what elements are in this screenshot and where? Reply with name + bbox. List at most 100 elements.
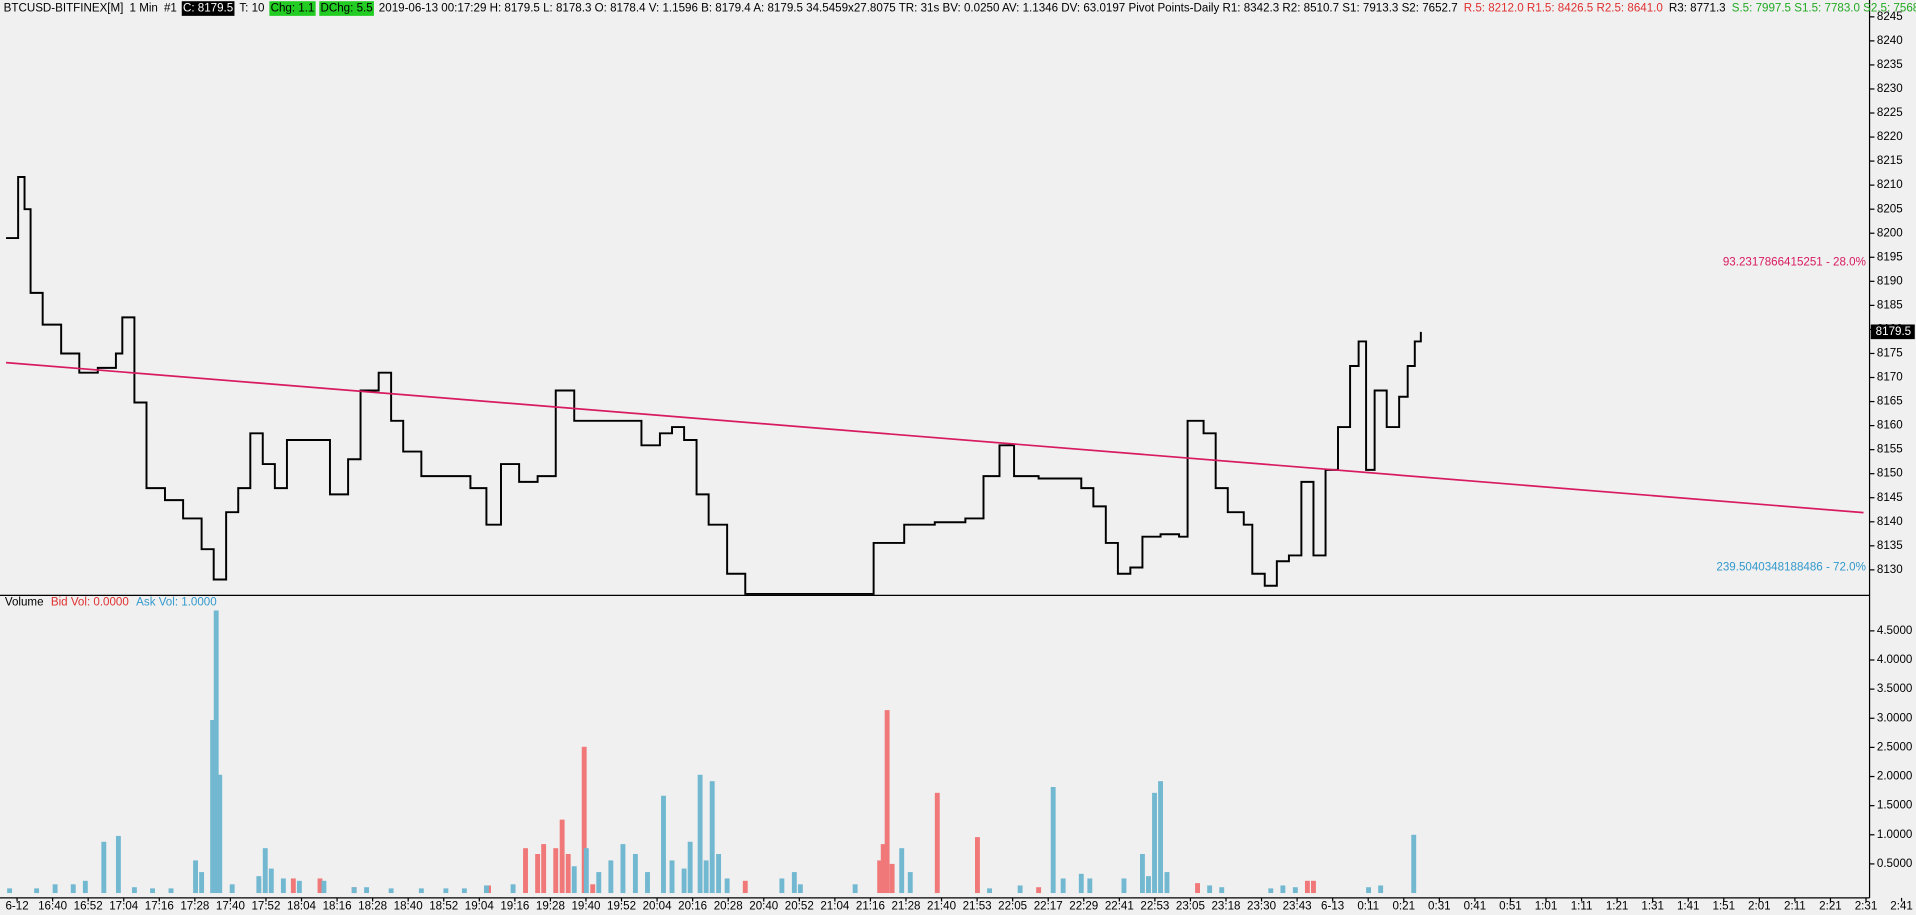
volume-bar [280,878,286,894]
volume-bar [321,880,327,894]
x-tick-label: 0:41 [1464,901,1487,913]
volume-bar [716,854,722,894]
volume-bar [797,884,803,894]
volume-bar [364,887,370,894]
volume-bar [581,746,587,894]
header-item: #1 [164,3,177,15]
header-item: S.5: 7997.5 S1.5: 7783.0 S2.5: 7568.5 [1732,3,1916,15]
header-item: R.5: 8212.0 R1.5: 8426.5 R2.5: 8641.0 [1464,3,1663,15]
volume-bar [687,841,693,894]
volume-bar [1121,878,1127,894]
volume-bar [52,884,58,894]
volume-bar [388,888,394,894]
volume-bar [681,868,687,894]
volume-bar [1304,880,1310,894]
volume-bar [742,880,748,894]
x-tick-label: 20:04 [643,901,673,913]
volume-bar [1292,887,1298,894]
volume-bar [483,885,489,894]
x-tick-label: 20:40 [749,901,778,913]
x-tick-label: 21:40 [927,901,956,913]
x-tick-label: 23:30 [1247,901,1276,913]
volume-bar [1268,888,1274,894]
header-text: T: 10 [239,3,264,15]
volume-bar [535,854,541,894]
y-tick-label: 8245 [1877,11,1903,23]
y-tick-label: 8145 [1877,492,1903,504]
x-tick-label: 19:28 [536,901,565,913]
x-tick-label: 6-13 [1321,901,1344,913]
y-tick-label: 8140 [1877,516,1903,528]
header-text: BTCUSD-BITFINEX[M] [4,3,124,15]
volume-bar [645,872,650,894]
header-item: Chg: 1.1 [269,1,316,16]
y-tick-label: 8230 [1877,83,1903,95]
header-text: Chg: 1.1 [271,3,315,15]
volume-bar [697,774,703,894]
header-text: R3: 8771.3 [1669,3,1726,15]
volume-bar [791,872,797,894]
x-tick-label: 22:29 [1069,901,1098,913]
annotation: 239.5040348188486 - 72.0% [1716,561,1865,573]
x-tick-label: 21:53 [963,901,992,913]
x-tick-label: 1:21 [1606,901,1629,913]
volume-bar [1378,885,1384,894]
y-tick-label: 1.5000 [1877,800,1912,812]
header-text: C: 8179.5 [183,3,233,15]
volume-bar [34,888,40,894]
volume-bar [210,720,216,894]
volume-bar [1366,887,1372,894]
volume-bar [1087,878,1093,894]
header-item: T: 10 [239,3,264,15]
x-tick-label: 17:16 [145,901,174,913]
volume-bar [351,887,357,894]
volume-bar [1219,887,1225,894]
volume-bar [661,795,666,894]
x-tick-label: 17:04 [109,901,139,913]
volume-bar [1164,872,1170,894]
x-tick-label: 6-12 [5,901,28,913]
volume-bar [1036,887,1042,894]
x-tick-label: 19:40 [571,901,600,913]
x-tick-label: 20:16 [678,901,707,913]
annotation: 93.2317866415251 - 28.0% [1723,256,1866,268]
legend-entry: Bid Vol: 0.0000 [51,597,129,609]
x-tick-label: 19:04 [465,901,495,913]
x-tick-label: 1:01 [1535,901,1558,913]
x-tick-label: 2:11 [1784,901,1806,913]
volume-bar [213,610,219,894]
volume-bar [1280,885,1286,894]
volume-bar [541,844,547,894]
volume-bar [1195,883,1200,894]
header-item: DChg: 5.5 [319,1,374,16]
volume-bar [709,781,715,894]
volume-bar [256,876,262,894]
header-text: DChg: 5.5 [321,3,373,15]
volume-bar [150,888,155,894]
x-tick-label: 0:11 [1357,901,1379,913]
volume-bar [884,710,890,894]
x-tick-label: 23:18 [1211,901,1240,913]
y-tick-label: 3.5000 [1877,683,1912,695]
volume-bar [852,884,858,894]
volume-bar [583,848,589,894]
header-text: R.5: 8212.0 R1.5: 8426.5 R2.5: 8641.0 [1464,3,1663,15]
y-tick-label: 8210 [1877,179,1903,191]
y-tick-label: 8155 [1877,444,1903,456]
x-tick-label: 18:40 [394,901,423,913]
volume-bar [217,774,223,894]
x-tick-label: 18:52 [429,901,458,913]
volume-bar [1152,792,1157,894]
y-tick-label: 3.0000 [1877,712,1912,724]
x-tick-label: 16:40 [38,901,67,913]
volume-bar [317,878,323,894]
volume-bar [899,848,905,894]
volume-bar [1139,854,1145,894]
volume-bar [1158,781,1164,894]
volume-bar [590,884,596,894]
pane-title: Volume [5,597,44,609]
header-item: 1 Min [130,3,158,15]
x-tick-label: 2:21 [1819,901,1842,913]
